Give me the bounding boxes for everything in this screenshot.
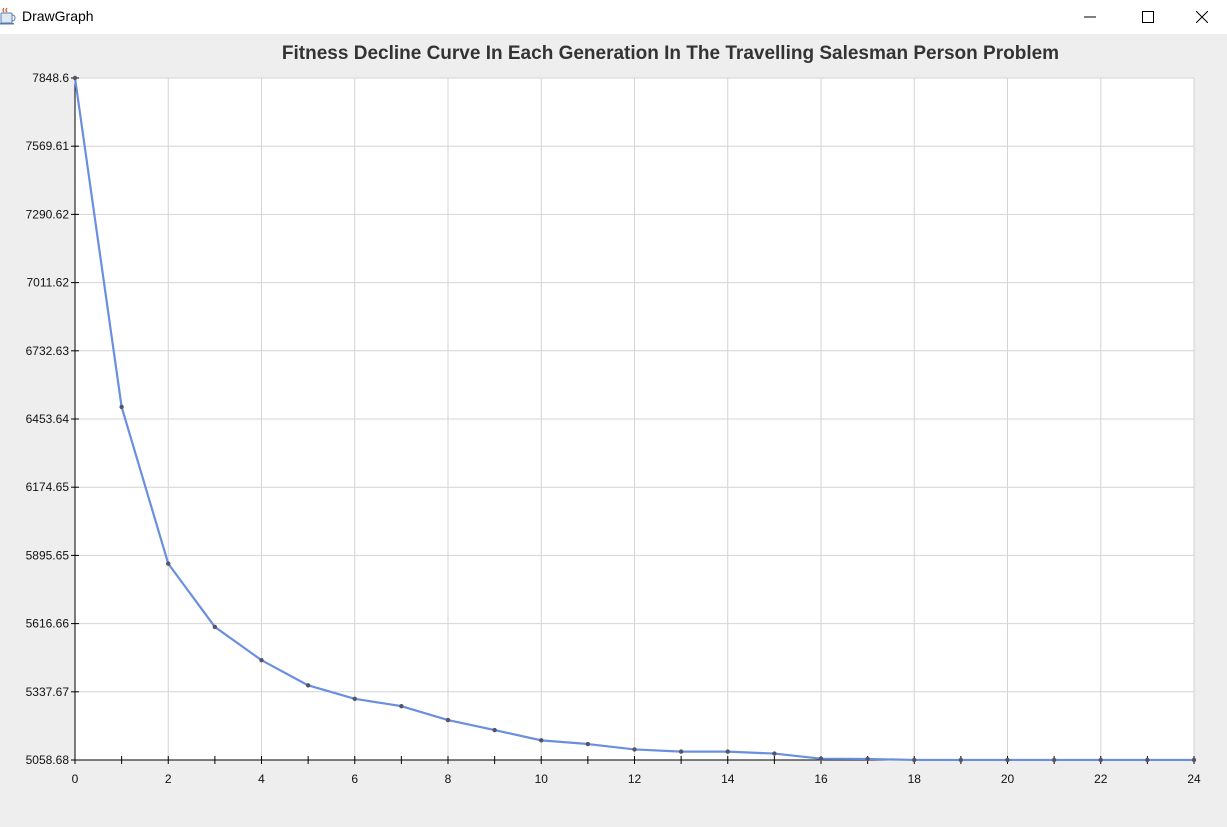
- x-tick-label: 8: [445, 772, 452, 786]
- data-point: [818, 756, 824, 761]
- x-tick-label: 10: [535, 772, 549, 786]
- data-point: [445, 717, 451, 723]
- data-point: [1051, 757, 1057, 763]
- data-point: [305, 683, 311, 688]
- data-point: [1005, 757, 1010, 763]
- y-tick-label: 7290.62: [26, 207, 70, 221]
- data-point: [1098, 757, 1103, 763]
- data-point: [632, 747, 637, 752]
- y-tick-label: 7011.62: [27, 276, 70, 290]
- maximize-icon: [1142, 11, 1154, 23]
- x-tick-label: 24: [1187, 772, 1201, 786]
- y-tick-label: 5337.67: [26, 685, 70, 699]
- data-point: [166, 561, 171, 566]
- x-tick-label: 12: [628, 772, 642, 786]
- close-icon: [1196, 11, 1208, 23]
- y-tick-label: 6453.64: [26, 412, 70, 426]
- data-point: [72, 75, 78, 81]
- data-point: [492, 727, 497, 733]
- minimize-icon: [1084, 16, 1096, 18]
- data-point: [1191, 757, 1197, 763]
- data-point: [212, 624, 218, 630]
- data-point: [539, 738, 544, 743]
- y-tick-label: 5058.68: [26, 753, 70, 767]
- data-point: [772, 751, 777, 756]
- line-chart: 0 2 4 6 8 10 12 14 16 18 20 22 245058.685337.675616.…: [26, 71, 1201, 786]
- data-point: [399, 703, 404, 709]
- x-tick-label: 6: [351, 772, 358, 786]
- y-tick-label: 5616.66: [26, 617, 70, 631]
- data-point: [958, 757, 964, 763]
- window-title: DrawGraph: [22, 8, 94, 24]
- y-tick-label: 5895.65: [26, 548, 70, 562]
- data-point: [678, 749, 684, 754]
- y-tick-label: 6174.65: [26, 480, 70, 494]
- y-tick-label: 7569.61: [26, 139, 70, 153]
- data-point: [585, 741, 591, 747]
- x-tick-label: 14: [721, 772, 735, 786]
- data-point: [865, 756, 870, 762]
- minimize-button[interactable]: [1061, 0, 1119, 34]
- y-tick-label: 6732.63: [26, 344, 70, 358]
- data-point: [352, 696, 357, 702]
- chart-panel: Fitness Decline Curve In Each Generation…: [0, 34, 1227, 827]
- x-tick-label: 16: [814, 772, 828, 786]
- data-point: [119, 404, 124, 410]
- title-bar[interactable]: DrawGraph: [0, 0, 1227, 34]
- close-button[interactable]: [1177, 0, 1227, 34]
- x-tick-label: 22: [1094, 772, 1108, 786]
- y-tick-label: 7848.6: [32, 71, 69, 85]
- data-point: [912, 757, 917, 763]
- chart-title: Fitness Decline Curve In Each Generation…: [281, 43, 1060, 64]
- java-cup-icon: [0, 7, 16, 25]
- x-tick-label: 20: [1001, 772, 1015, 786]
- maximize-button[interactable]: [1119, 0, 1177, 34]
- x-tick-label: 0: [72, 772, 79, 786]
- data-point: [725, 749, 730, 754]
- x-tick-label: 4: [258, 772, 265, 786]
- x-tick-label: 2: [165, 772, 172, 786]
- data-point: [259, 657, 264, 663]
- data-point: [1145, 757, 1150, 763]
- x-tick-label: 18: [908, 772, 922, 786]
